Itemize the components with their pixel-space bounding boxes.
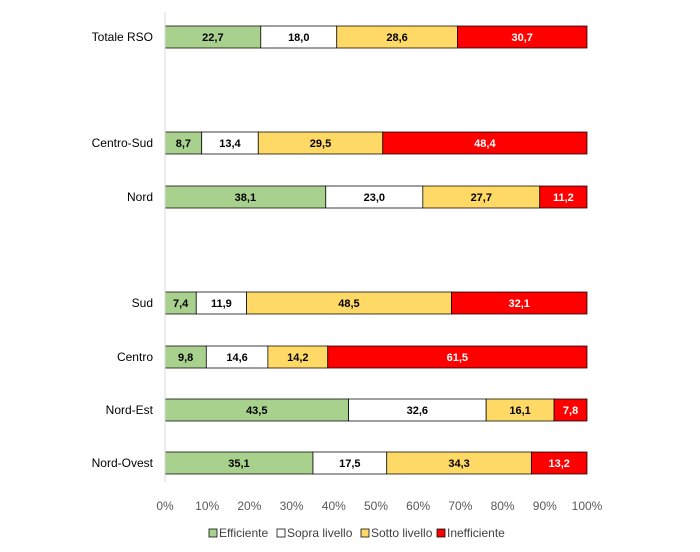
category-label-centro-sud: Centro-Sud: [92, 136, 153, 150]
value-label-sotto-livello-sud: 48,5: [338, 298, 359, 310]
value-label-sopra-livello-centro-sud: 13,4: [219, 138, 241, 150]
value-label-inefficiente-totale-rso: 30,7: [512, 32, 533, 44]
legend-swatch-sopra-livello: [276, 528, 286, 538]
x-tick-label: 30%: [280, 499, 304, 513]
value-label-sopra-livello-nord: 23,0: [364, 192, 385, 204]
value-label-inefficiente-sud: 32,1: [508, 298, 529, 310]
legend: Efficiente Sopra livello Sotto livello Inef…: [208, 526, 505, 540]
legend-swatch-efficiente: [208, 528, 218, 538]
x-tick-label: 80%: [491, 499, 515, 513]
x-axis: Totale RSO Centro-Sud Nord Sud Centro Nord-Es…: [92, 12, 603, 513]
x-tick-label: 40%: [322, 499, 346, 513]
value-label-sotto-livello-nord-est: 16,1: [509, 405, 530, 417]
x-tick-label: 60%: [406, 499, 430, 513]
category-label-centro: Centro: [117, 350, 153, 364]
bar-inefficiente-nord-est: [553, 398, 588, 422]
legend-swatch-sotto-livello: [360, 528, 370, 538]
value-label-sotto-livello-centro-sud: 29,5: [310, 138, 331, 150]
category-label-totale-rso: Totale RSO: [92, 30, 153, 44]
legend-label-sotto-livello: Sotto livello: [371, 526, 433, 540]
value-label-sopra-livello-centro: 14,6: [226, 352, 247, 364]
value-label-sotto-livello-nord: 27,7: [471, 192, 492, 204]
x-tick-label: 50%: [364, 499, 388, 513]
category-label-nord-ovest: Nord-Ovest: [92, 456, 154, 470]
value-label-inefficiente-nord: 11,2: [553, 192, 574, 204]
bars-layer: 22,7 18,0 28,6 30,7 8,7 13,4 29,5 48,4 38,1 23,0 2…: [164, 25, 588, 475]
category-label-nord-est: Nord-Est: [106, 403, 154, 417]
value-label-sotto-livello-totale-rso: 28,6: [386, 32, 407, 44]
category-label-nord: Nord: [127, 190, 153, 204]
value-label-sopra-livello-nord-ovest: 17,5: [339, 458, 360, 470]
value-label-sotto-livello-centro: 14,2: [287, 352, 308, 364]
bar-inefficiente-nord-ovest: [530, 451, 588, 475]
value-label-efficiente-nord-est: 43,5: [246, 405, 267, 417]
value-label-efficiente-nord-ovest: 35,1: [228, 458, 249, 470]
x-tick-label: 100%: [572, 499, 603, 513]
legend-label-inefficiente: Inefficiente: [447, 526, 505, 540]
value-label-efficiente-totale-rso: 22,7: [202, 32, 223, 44]
bar-inefficiente-centro: [327, 345, 588, 369]
value-label-sopra-livello-nord-est: 32,6: [407, 405, 428, 417]
value-label-efficiente-nord: 38,1: [235, 192, 256, 204]
value-label-inefficiente-centro-sud: 48,4: [474, 138, 496, 150]
value-label-inefficiente-nord-est: 7,8: [563, 405, 578, 417]
legend-label-sopra-livello: Sopra livello: [287, 526, 353, 540]
value-label-efficiente-centro-sud: 8,7: [176, 138, 191, 150]
bar-inefficiente-totale-rso: [457, 25, 588, 49]
bar-inefficiente-sud: [451, 291, 588, 315]
value-label-efficiente-centro: 9,8: [178, 352, 193, 364]
value-label-sotto-livello-nord-ovest: 34,3: [448, 458, 469, 470]
value-label-sopra-livello-totale-rso: 18,0: [288, 32, 309, 44]
value-label-sopra-livello-sud: 11,9: [211, 298, 232, 310]
category-label-sud: Sud: [132, 296, 153, 310]
legend-swatch-inefficiente: [436, 528, 446, 538]
value-label-inefficiente-centro: 61,5: [447, 352, 468, 364]
x-tick-label: 0%: [156, 499, 174, 513]
value-label-efficiente-sud: 7,4: [173, 298, 189, 310]
x-tick-label: 20%: [237, 499, 261, 513]
legend-label-efficiente: Efficiente: [219, 526, 268, 540]
x-tick-label: 70%: [448, 499, 472, 513]
value-label-inefficiente-nord-ovest: 13,2: [548, 458, 569, 470]
bar-inefficiente-centro-sud: [382, 131, 588, 155]
bar-inefficiente-nord: [539, 185, 588, 209]
x-tick-label: 10%: [195, 499, 219, 513]
x-tick-label: 90%: [533, 499, 557, 513]
